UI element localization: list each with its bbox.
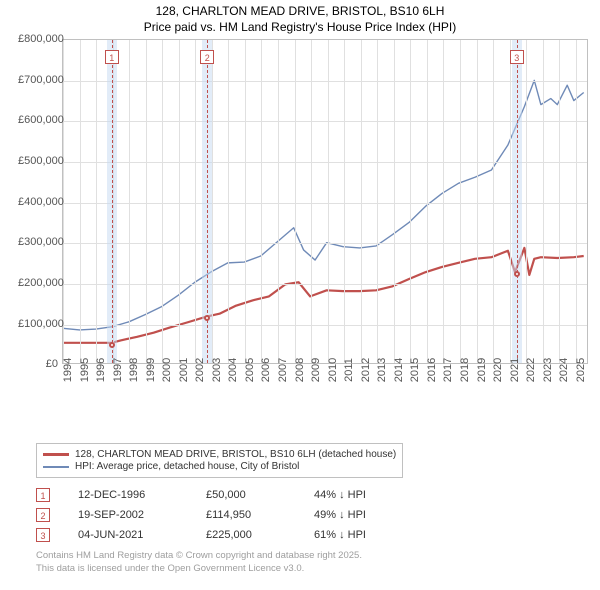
gridline-v xyxy=(80,40,81,363)
y-tick-label: £600,000 xyxy=(18,114,58,126)
gridline-v xyxy=(344,40,345,363)
chart-title: 128, CHARLTON MEAD DRIVE, BRISTOL, BS10 … xyxy=(6,4,594,35)
y-tick-label: £300,000 xyxy=(18,236,58,248)
sale-marker: 1 xyxy=(105,50,119,64)
gridline-v xyxy=(328,40,329,363)
plot-area: 1 2 3 xyxy=(62,39,588,364)
sales-date: 12-DEC-1996 xyxy=(78,489,178,501)
legend-item-price-paid: 128, CHARLTON MEAD DRIVE, BRISTOL, BS10 … xyxy=(43,449,396,460)
legend-swatch xyxy=(43,466,69,468)
gridline-h xyxy=(63,81,587,82)
gridline-v xyxy=(559,40,560,363)
legend-label: 128, CHARLTON MEAD DRIVE, BRISTOL, BS10 … xyxy=(75,449,396,460)
gridline-v xyxy=(278,40,279,363)
sales-table: 1 12-DEC-1996 £50,000 44% ↓ HPI 2 19-SEP-2002… xyxy=(36,488,594,542)
sales-price: £114,950 xyxy=(206,509,286,521)
sale-dot xyxy=(204,315,210,321)
sales-diff: 44% ↓ HPI xyxy=(314,489,404,501)
gridline-v xyxy=(410,40,411,363)
attribution-line-2: This data is licensed under the Open Gov… xyxy=(36,563,594,575)
sale-dot xyxy=(514,271,520,277)
sales-date: 04-JUN-2021 xyxy=(78,529,178,541)
gridline-v xyxy=(96,40,97,363)
gridline-v xyxy=(427,40,428,363)
gridline-v xyxy=(245,40,246,363)
sales-diff: 49% ↓ HPI xyxy=(314,509,404,521)
sales-price: £50,000 xyxy=(206,489,286,501)
y-tick-label: £800,000 xyxy=(18,33,58,45)
sales-num: 1 xyxy=(36,488,50,502)
sale-marker: 2 xyxy=(200,50,214,64)
series-price_paid xyxy=(63,248,584,343)
legend-swatch xyxy=(43,453,69,456)
gridline-h xyxy=(63,325,587,326)
sales-date: 19-SEP-2002 xyxy=(78,509,178,521)
chart-container: 128, CHARLTON MEAD DRIVE, BRISTOL, BS10 … xyxy=(0,0,600,590)
gridline-v xyxy=(377,40,378,363)
legend-item-hpi: HPI: Average price, detached house, City… xyxy=(43,461,396,472)
gridline-v xyxy=(179,40,180,363)
title-line-2: Price paid vs. HM Land Registry's House … xyxy=(6,20,594,36)
y-tick-label: £700,000 xyxy=(18,74,58,86)
gridline-v xyxy=(195,40,196,363)
sales-row: 3 04-JUN-2021 £225,000 61% ↓ HPI xyxy=(36,528,594,542)
gridline-v xyxy=(311,40,312,363)
sales-num: 2 xyxy=(36,508,50,522)
gridline-v xyxy=(576,40,577,363)
sale-dash xyxy=(112,40,113,363)
gridline-h xyxy=(63,203,587,204)
y-tick-label: £200,000 xyxy=(18,277,58,289)
gridline-h xyxy=(63,243,587,244)
title-line-1: 128, CHARLTON MEAD DRIVE, BRISTOL, BS10 … xyxy=(6,4,594,20)
sales-price: £225,000 xyxy=(206,529,286,541)
gridline-v xyxy=(146,40,147,363)
sales-diff: 61% ↓ HPI xyxy=(314,529,404,541)
legend-label: HPI: Average price, detached house, City… xyxy=(75,461,299,472)
y-tick-label: £0 xyxy=(18,358,58,370)
attribution: Contains HM Land Registry data © Crown c… xyxy=(36,550,594,575)
sale-dash xyxy=(517,40,518,363)
sale-dot xyxy=(109,342,115,348)
sales-num: 3 xyxy=(36,528,50,542)
y-tick-label: £100,000 xyxy=(18,318,58,330)
gridline-v xyxy=(510,40,511,363)
gridline-v xyxy=(129,40,130,363)
gridline-h xyxy=(63,284,587,285)
gridline-v xyxy=(162,40,163,363)
legend: 128, CHARLTON MEAD DRIVE, BRISTOL, BS10 … xyxy=(36,443,403,478)
chart-area: 123 £0£100,000£200,000£300,000£400,000£5… xyxy=(22,39,588,399)
gridline-v xyxy=(493,40,494,363)
sales-row: 1 12-DEC-1996 £50,000 44% ↓ HPI xyxy=(36,488,594,502)
x-tick-label: 2025 xyxy=(575,358,600,382)
gridline-v xyxy=(543,40,544,363)
gridline-v xyxy=(477,40,478,363)
gridline-v xyxy=(460,40,461,363)
gridline-h xyxy=(63,121,587,122)
attribution-line-1: Contains HM Land Registry data © Crown c… xyxy=(36,550,594,562)
gridline-v xyxy=(361,40,362,363)
y-tick-label: £400,000 xyxy=(18,196,58,208)
sale-marker: 3 xyxy=(510,50,524,64)
gridline-v xyxy=(526,40,527,363)
gridline-h xyxy=(63,162,587,163)
y-tick-label: £500,000 xyxy=(18,155,58,167)
gridline-v xyxy=(394,40,395,363)
gridline-v xyxy=(228,40,229,363)
gridline-v xyxy=(443,40,444,363)
sales-row: 2 19-SEP-2002 £114,950 49% ↓ HPI xyxy=(36,508,594,522)
series-lines xyxy=(63,40,587,363)
gridline-v xyxy=(295,40,296,363)
gridline-v xyxy=(261,40,262,363)
